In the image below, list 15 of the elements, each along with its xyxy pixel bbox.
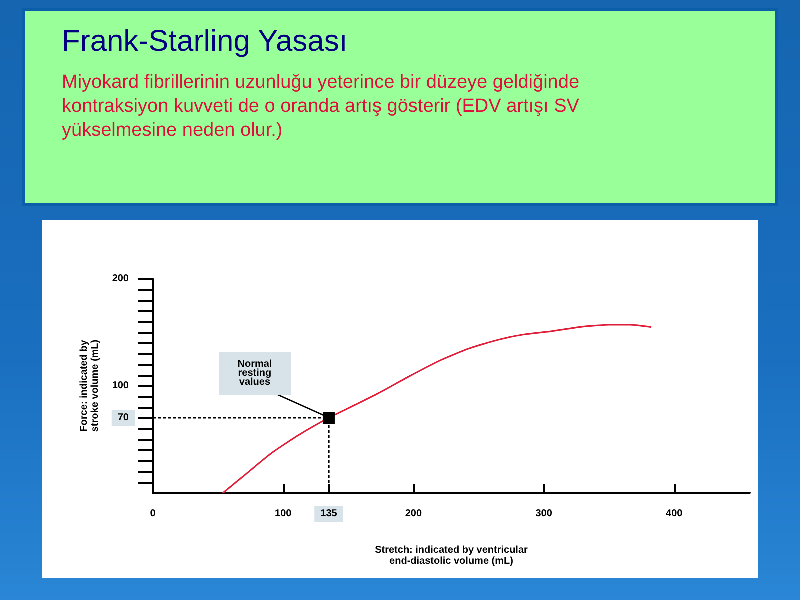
x-tick-label: 200 [405, 508, 422, 520]
y-axis-title: Force: indicated by stroke volume (mL) [78, 340, 101, 432]
x-tick-label: 100 [275, 508, 292, 520]
x-tick-label: 300 [536, 508, 553, 520]
chart-subtitle: Miyokard fibrillerinin uzunluğu yeterince bir düzeye geldiğinde kontraksiyon kuvveti de o oranda artış gösterir (EDV artışı SV yükselmesine neden olur.) [62, 71, 581, 143]
callout-box: Normal resting values [218, 352, 291, 396]
x-tick-label: 0 [150, 508, 156, 520]
chart-title: Frank-Starling Yasası [62, 25, 348, 59]
y-tick-label: 200 [112, 274, 130, 284]
x-tick-label: 400 [666, 508, 684, 520]
y-tick-label: 70 [118, 412, 130, 424]
y-tick-label: 100 [112, 380, 130, 392]
x-tick-label: 135 [320, 508, 338, 520]
x-axis-title: Stretch: indicated by ventricular end-diastolic volume (mL) [375, 545, 528, 567]
line-series [222, 324, 652, 494]
